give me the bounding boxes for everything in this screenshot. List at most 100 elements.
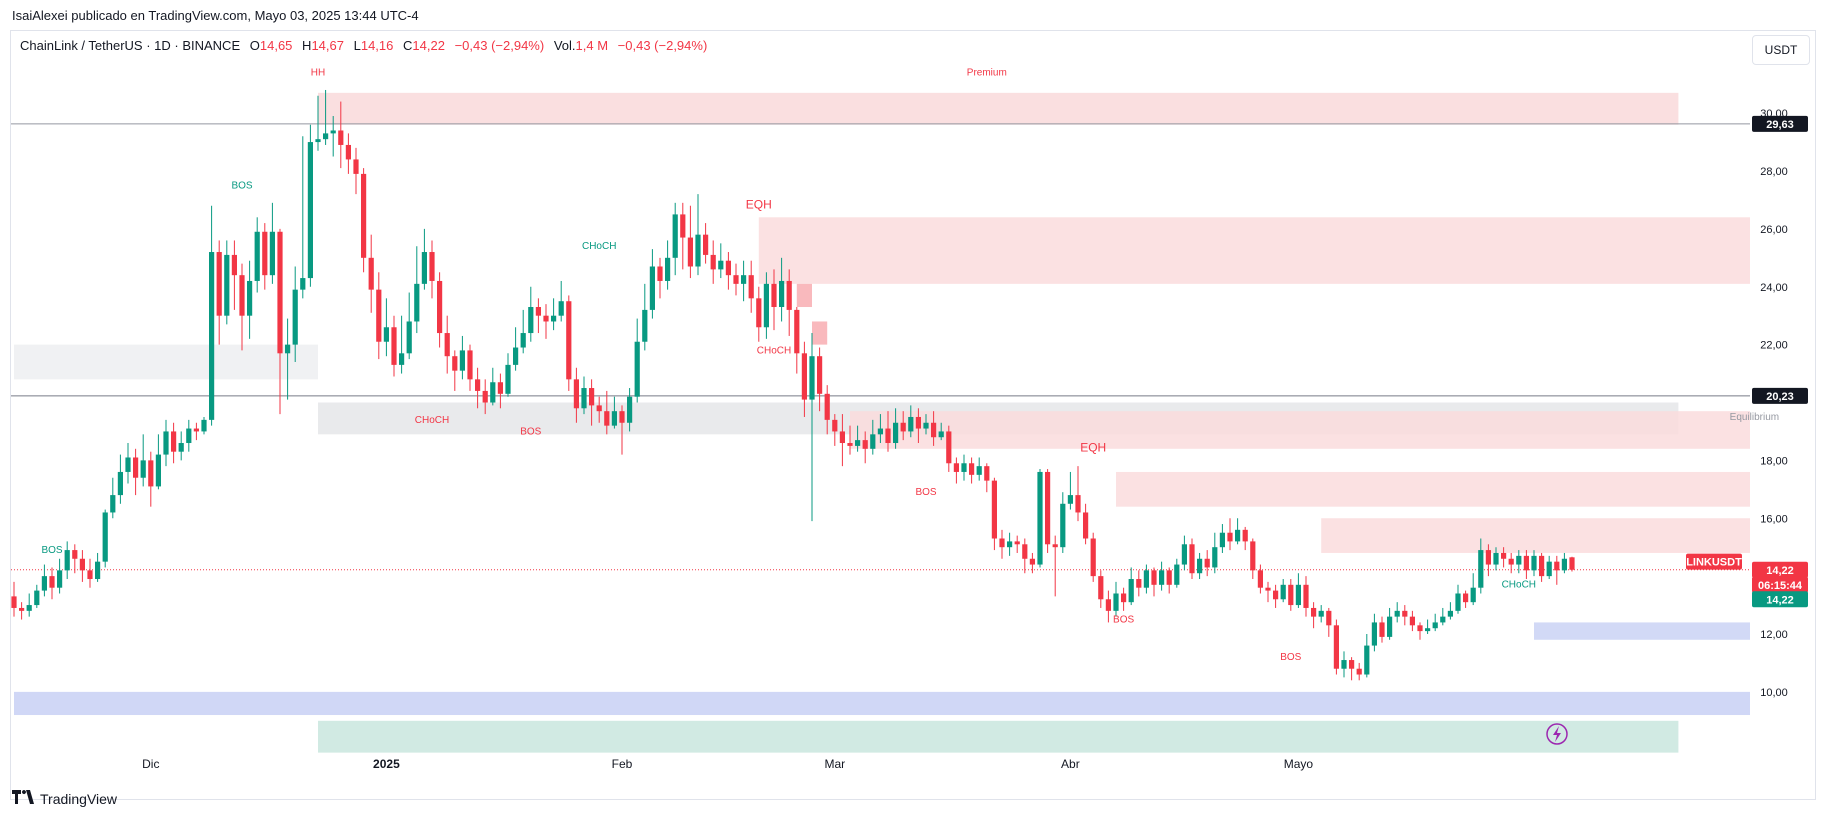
- candle-body: [1295, 584, 1301, 606]
- candle-body: [801, 353, 807, 400]
- candle-body: [1060, 503, 1066, 548]
- y-tick-label: 26,00: [1760, 224, 1788, 236]
- price-marker-bg-2: [1686, 553, 1742, 570]
- candle-body: [307, 142, 313, 279]
- candle-body: [999, 538, 1005, 548]
- candle-body: [1029, 558, 1035, 565]
- candle-body: [748, 275, 754, 299]
- candle-body: [1478, 550, 1484, 588]
- bolt-icon: [1546, 723, 1568, 745]
- candle-body: [323, 133, 329, 140]
- candle-body: [779, 280, 785, 308]
- candle-body: [140, 460, 146, 478]
- price-marker-bg-4: [1752, 576, 1808, 593]
- structure-label: Equilibrium: [1730, 412, 1779, 423]
- candle-body: [254, 231, 260, 281]
- candle-body: [95, 561, 101, 580]
- candle-body: [285, 344, 291, 354]
- candle-body: [1333, 625, 1339, 669]
- candle-body: [421, 252, 427, 284]
- volume-label: Vol.: [553, 38, 576, 53]
- candle-body: [1394, 610, 1400, 617]
- candle-body: [1257, 570, 1263, 588]
- footer-brand[interactable]: TradingView: [12, 790, 117, 808]
- candle-body: [1197, 558, 1203, 574]
- structure-label: BOS: [1113, 614, 1134, 625]
- candle-body: [437, 280, 443, 334]
- currency-button[interactable]: USDT: [1752, 35, 1810, 65]
- candle-body: [1447, 610, 1453, 617]
- candle-body: [315, 139, 321, 143]
- candle-body: [247, 280, 253, 316]
- candle-body: [1508, 558, 1514, 565]
- x-tick-label: Abr: [1061, 757, 1080, 771]
- price-marker-bg-3: [1752, 561, 1808, 578]
- candle-body: [1273, 590, 1279, 600]
- candle-body: [467, 350, 473, 380]
- symbol-label[interactable]: ChainLink / TetherUS · 1D · BINANCE: [20, 38, 241, 53]
- candle-body: [505, 364, 511, 394]
- candle-body: [497, 382, 503, 394]
- candle-body: [1311, 607, 1317, 617]
- candle-body: [520, 333, 526, 348]
- candle-body: [49, 576, 55, 588]
- candle-body: [923, 422, 929, 429]
- candle-body: [1090, 538, 1096, 577]
- candle-body: [1432, 622, 1438, 629]
- candle-body: [1143, 570, 1149, 588]
- candle-body: [672, 214, 678, 258]
- candle-body: [482, 390, 488, 403]
- candle-body: [41, 576, 47, 591]
- chart-frame: [10, 30, 1816, 800]
- structure-label: BOS: [1280, 652, 1301, 663]
- candle-body: [1265, 587, 1271, 591]
- change-value: −0,43 (−2,94%): [454, 38, 545, 53]
- bolt-icon-glyph: [1553, 726, 1561, 742]
- candle-body: [718, 260, 724, 270]
- candle-body: [1288, 584, 1294, 606]
- candle-body: [490, 382, 496, 403]
- candle-body: [125, 457, 131, 472]
- candle-body: [171, 431, 177, 452]
- candle-body: [703, 234, 709, 255]
- candle-body: [1409, 616, 1415, 626]
- candle-body: [809, 356, 815, 400]
- candle-body: [399, 353, 405, 365]
- candle-body: [733, 275, 739, 284]
- zone-supply-5: [850, 411, 1750, 449]
- candle-body: [406, 321, 412, 354]
- candle-body: [193, 428, 199, 432]
- candle-body: [414, 283, 420, 322]
- tradingview-logo-icon: [12, 790, 34, 808]
- candle-body: [429, 252, 435, 281]
- candle-body: [376, 289, 382, 342]
- candle-body: [817, 356, 823, 394]
- candle-body: [1136, 579, 1142, 588]
- candle-body: [1371, 622, 1377, 646]
- candle-body: [1052, 544, 1058, 548]
- close-label: C: [403, 38, 413, 53]
- price-marker-label-3: 14,22: [1766, 565, 1794, 577]
- candle-body: [976, 466, 982, 475]
- candle-body: [1151, 570, 1157, 585]
- candle-body: [938, 431, 944, 438]
- y-tick-label: 12,00: [1760, 629, 1788, 641]
- candle-body: [72, 550, 78, 559]
- candle-body: [1007, 541, 1013, 548]
- candle-body: [1501, 552, 1507, 559]
- candle-body: [368, 257, 374, 290]
- candle-body: [459, 350, 465, 371]
- x-tick-label: Mar: [824, 757, 845, 771]
- low-value: 14,16: [360, 38, 394, 53]
- candle-body: [26, 605, 32, 611]
- candle-body: [642, 309, 648, 342]
- candle-body: [931, 422, 937, 438]
- high-value: 14,67: [311, 38, 344, 53]
- candle-body: [1212, 547, 1218, 568]
- candle-body: [1455, 593, 1461, 611]
- x-tick-label: Feb: [612, 757, 633, 771]
- candle-body: [991, 480, 997, 539]
- candle-body: [725, 260, 731, 276]
- candle-body: [361, 173, 367, 258]
